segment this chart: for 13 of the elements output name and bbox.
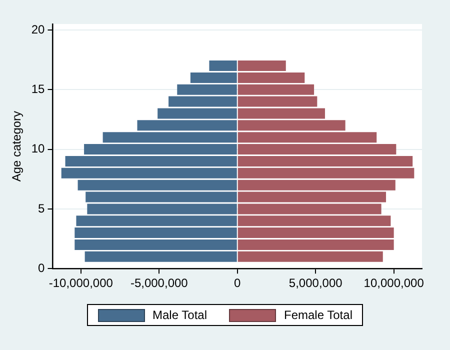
y-tick-label: 20: [31, 22, 46, 36]
y-tick-label: 15: [31, 82, 46, 96]
y-tick-label: 0: [38, 260, 46, 275]
x-tick-label: 5,000,000: [288, 276, 343, 290]
x-tick-label: 10,000,000: [364, 276, 424, 290]
legend-label: Male Total: [152, 308, 207, 322]
x-tick-label: -10,000,000: [48, 276, 114, 290]
y-tick-label: 10: [31, 142, 46, 156]
x-tick-label: -5,000,000: [130, 276, 188, 290]
x-tick-label: 0: [234, 276, 242, 290]
legend-label: Female Total: [284, 308, 352, 322]
y-axis-title: Age category: [10, 110, 24, 182]
y-tick-label: 5: [38, 201, 46, 216]
